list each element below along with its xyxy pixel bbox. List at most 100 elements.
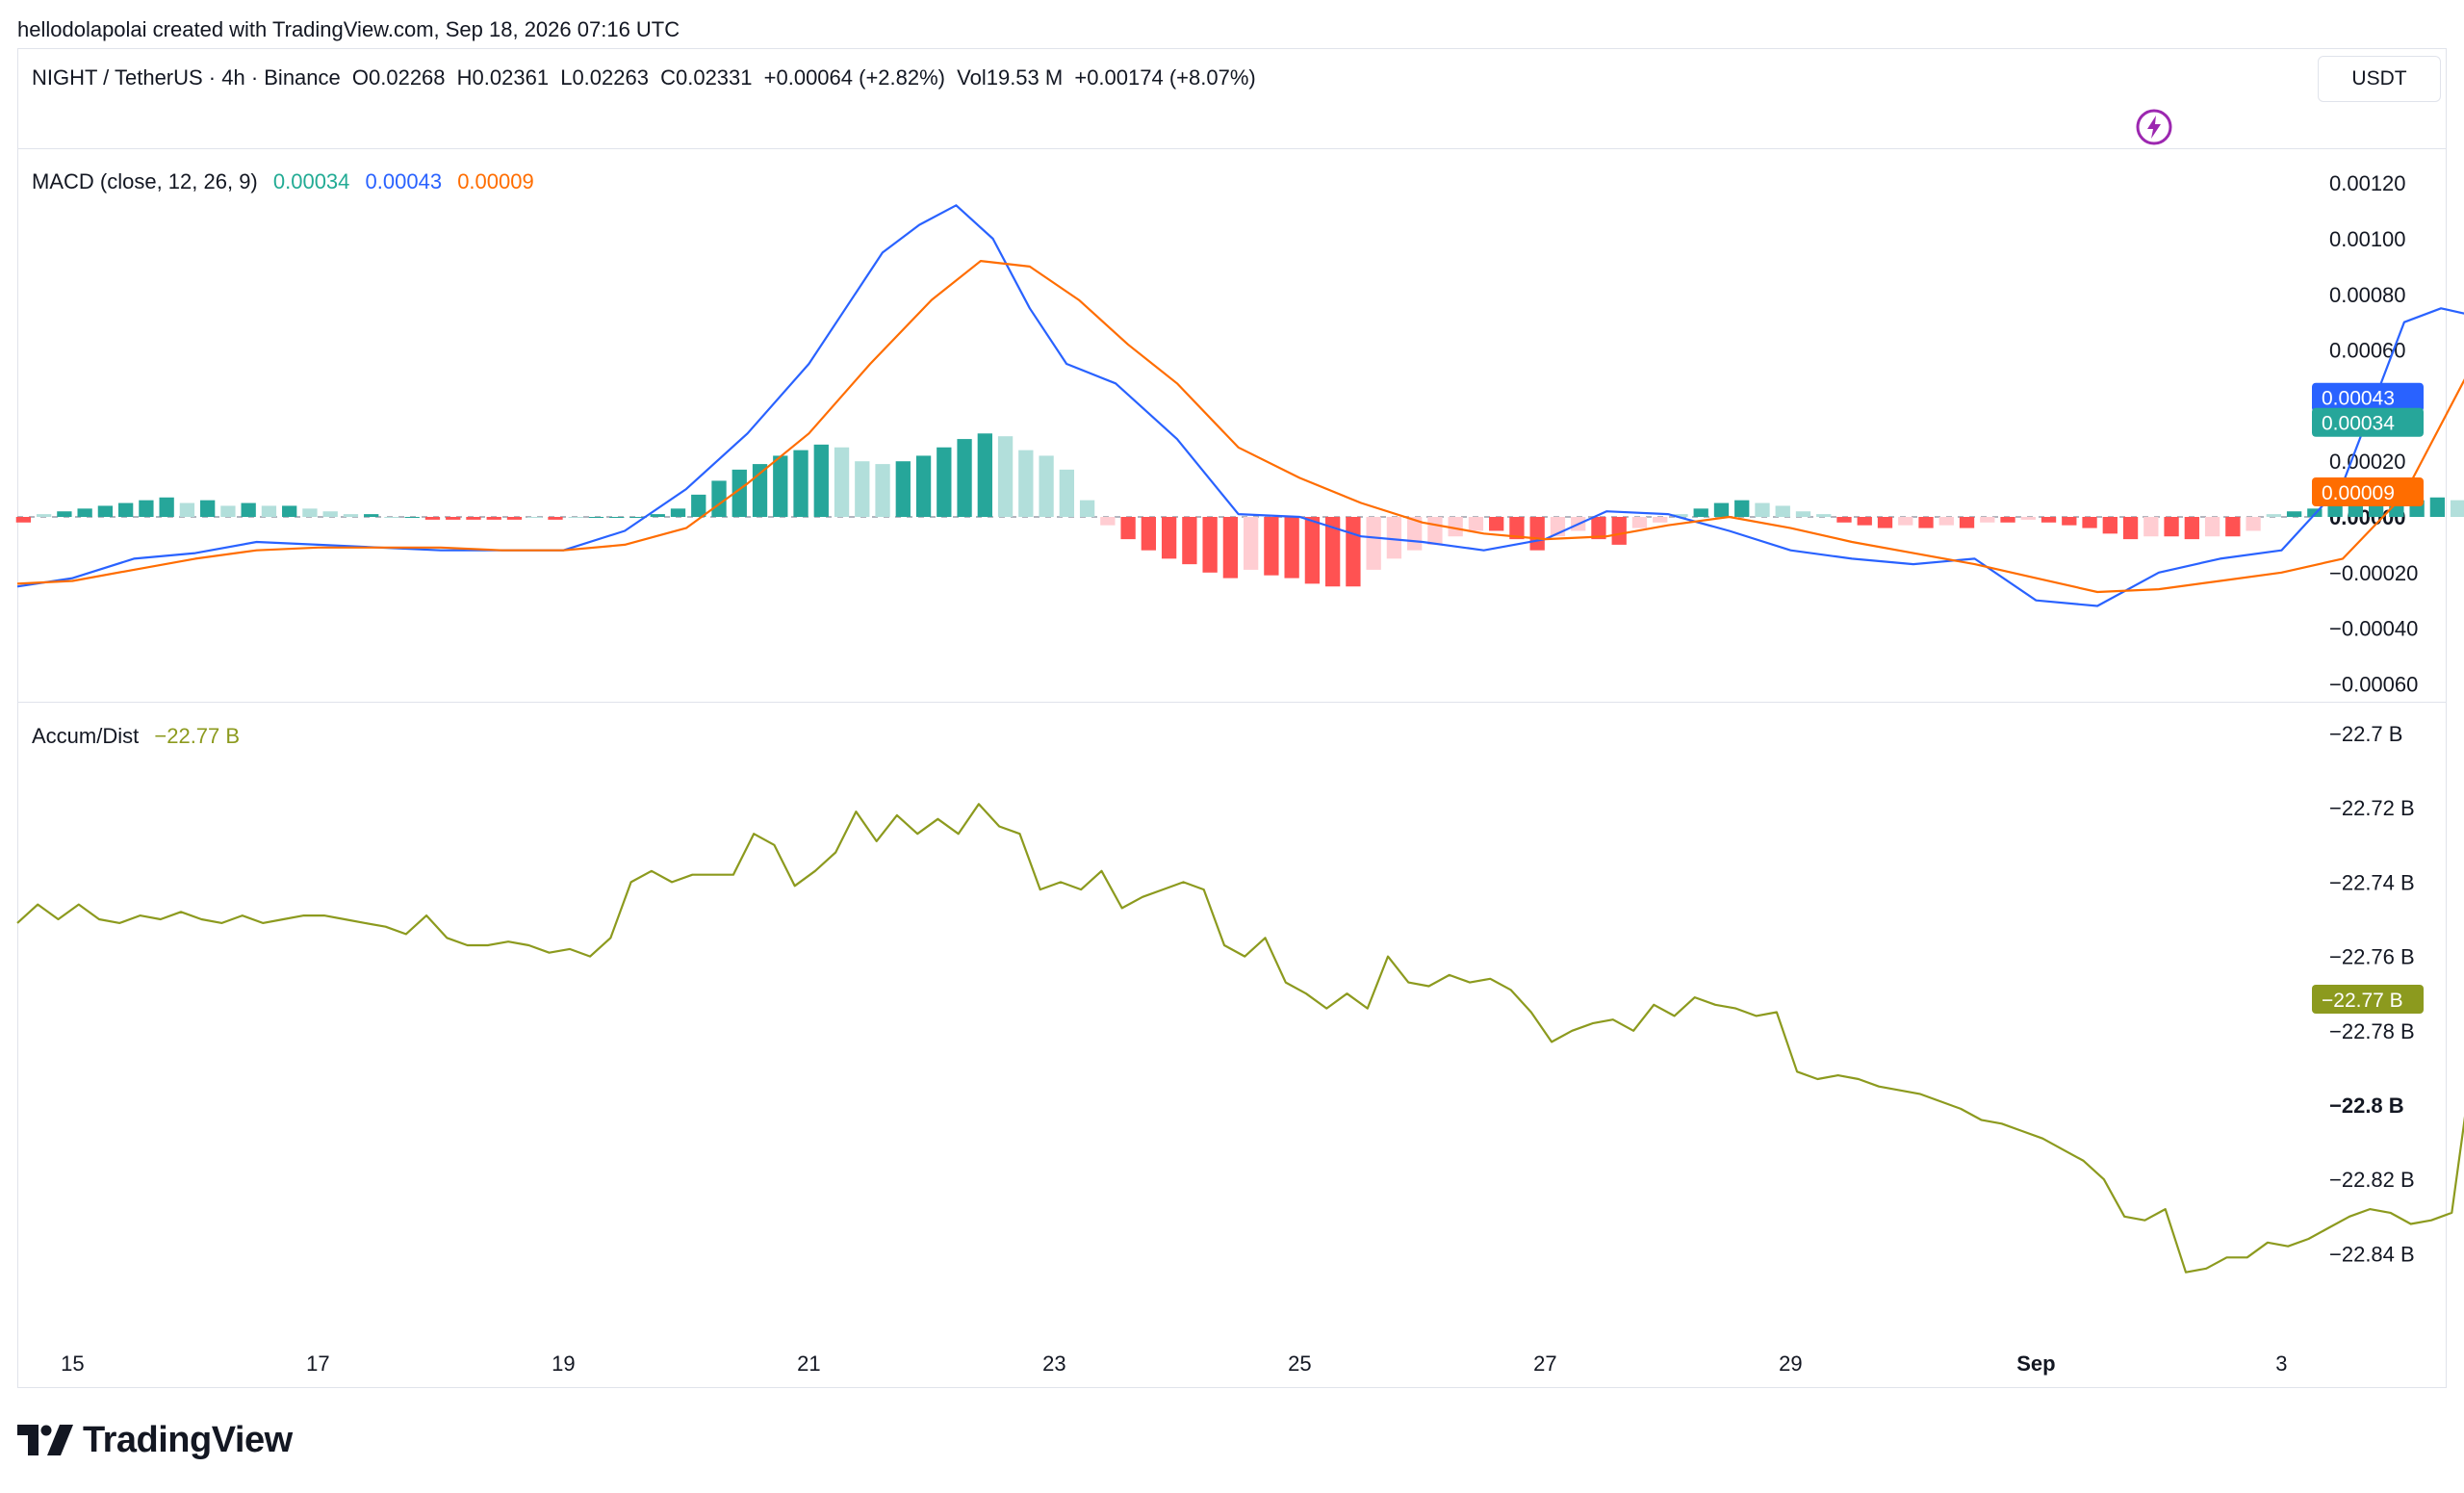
macd-histogram-bar	[773, 455, 788, 517]
macd-histogram-bar	[364, 514, 379, 517]
x-axis-tick-label: 3	[2275, 1351, 2287, 1376]
macd-histogram-bar	[834, 447, 850, 517]
macd-histogram-bar	[2122, 517, 2139, 540]
macd-histogram-bar	[77, 508, 92, 517]
macd-histogram-bar	[1489, 517, 1504, 531]
ad-last-value-label-bg	[2312, 984, 2424, 1014]
macd-histogram-bar	[548, 517, 563, 520]
macd-histogram-bar	[2000, 517, 2015, 523]
macd-histogram-bar	[1959, 517, 1975, 528]
macd-histogram-bar	[855, 461, 870, 517]
macd-histogram-bar	[568, 517, 583, 518]
macd-histogram-bar	[1611, 517, 1627, 545]
macd-histogram-bar	[57, 511, 72, 517]
macd-histogram-bar	[1243, 517, 1259, 570]
volume-change: +0.00174 (+8.07%)	[1074, 65, 1256, 90]
macd-histogram-bar	[1795, 511, 1811, 517]
macd-histogram-bar	[977, 433, 992, 517]
signal-line	[16, 260, 2464, 594]
macd-histogram-bar	[2429, 497, 2446, 517]
macd-histogram-bar	[2225, 517, 2241, 537]
signal-last-value-label-bg	[2312, 476, 2424, 506]
ohlc-high: H0.02361	[456, 65, 550, 90]
macd-histogram-bar	[322, 511, 338, 517]
macd-histogram-bar	[2164, 517, 2179, 537]
tradingview-logo-icon	[17, 1425, 73, 1455]
ohlc-open: O0.02268	[351, 65, 446, 90]
macd-title[interactable]: MACD (close, 12, 26, 9)	[32, 169, 258, 193]
macd-histogram-bar	[1304, 517, 1321, 584]
macd-histogram-bar	[937, 447, 952, 517]
tradingview-logo[interactable]: TradingView	[17, 1417, 293, 1463]
macd-histogram-bar	[424, 517, 441, 520]
header-separator	[17, 148, 2447, 149]
macd-histogram-bar	[343, 514, 359, 517]
macd-y-tick-label: −0.00060	[2329, 672, 2418, 696]
macd-histogram-bar	[527, 517, 543, 518]
macd-histogram-bar	[1202, 517, 1218, 573]
macd-histogram-bar	[1018, 450, 1034, 517]
macd-histogram-bar	[1284, 517, 1299, 579]
macd-histogram-bar	[732, 469, 747, 517]
macd-histogram-bar	[793, 450, 808, 517]
x-axis-tick-label: Sep	[2016, 1351, 2055, 1376]
macd-histogram-bar	[2348, 502, 2364, 517]
macd-histogram-bar	[813, 444, 829, 517]
macd-histogram-bar	[895, 461, 911, 517]
ad-line	[16, 803, 2464, 1274]
macd-histogram-bar	[1100, 517, 1116, 526]
macd-histogram-bar	[466, 517, 481, 520]
volume-value: Vol19.53 M	[957, 65, 1064, 90]
symbol-name[interactable]: NIGHT / TetherUS · 4h · Binance	[32, 65, 341, 90]
lightning-bolt-circle-icon[interactable]	[2135, 108, 2173, 146]
macd-histogram-bar	[1918, 517, 1934, 528]
price-change: +0.00064 (+2.82%)	[763, 65, 946, 90]
macd-histogram-bar	[1631, 517, 1648, 528]
x-axis-tick-label: 23	[1042, 1351, 1065, 1376]
macd-histogram-bar	[2204, 517, 2220, 537]
x-axis-tick-label: 29	[1779, 1351, 1802, 1376]
x-axis-tick-label: 25	[1288, 1351, 1311, 1376]
macd-histogram-bar	[1182, 517, 1197, 565]
macd-histogram-bar	[1980, 517, 1995, 523]
macd-histogram-bar	[220, 505, 236, 517]
macd-histogram-bar	[1059, 469, 1074, 517]
currency-button[interactable]: USDT	[2318, 56, 2441, 102]
macd-histogram-bar	[97, 505, 114, 517]
macd-line-value: 0.00043	[365, 169, 443, 193]
macd-histogram-bar	[1673, 514, 1688, 517]
macd-histogram-bar	[1755, 502, 1770, 517]
macd-histogram-bar	[875, 464, 890, 517]
macd-histogram-bar	[2368, 502, 2384, 517]
macd-histogram-bar	[241, 502, 256, 517]
macd-histogram-bar	[2184, 517, 2199, 540]
macd-histogram-bar	[2040, 517, 2057, 523]
ad-y-tick-label: −22.76 B	[2329, 945, 2415, 969]
macd-histogram-bar	[1427, 517, 1443, 545]
ad-y-tick-label: −22.82 B	[2329, 1168, 2415, 1192]
ad-title[interactable]: Accum/Dist	[32, 724, 140, 748]
macd-hist-value: 0.00034	[272, 169, 350, 193]
macd-histogram-bar	[1161, 517, 1177, 559]
macd-histogram-bar	[957, 439, 972, 517]
macd-y-tick-label: −0.00040	[2329, 617, 2418, 641]
macd-histogram-bar	[1857, 517, 1872, 526]
macd-histogram-bar	[670, 508, 686, 517]
macd-y-tick-label: 0.00080	[2329, 283, 2406, 307]
x-axis-tick-label: 19	[552, 1351, 575, 1376]
macd-histogram-bar	[282, 505, 297, 517]
macd-histogram-bar	[1264, 517, 1279, 576]
macd-histogram-bar	[404, 517, 420, 518]
symbol-header: NIGHT / TetherUS · 4h · Binance O0.02268…	[32, 65, 1262, 90]
macd-histogram-bar	[609, 517, 625, 518]
macd-histogram-bar	[650, 514, 665, 517]
macd-histogram-bar	[139, 500, 154, 517]
ohlc-low: L0.02263	[560, 65, 649, 90]
x-axis-tick-label: 21	[797, 1351, 820, 1376]
macd-histogram-bar	[2102, 517, 2118, 534]
macd-histogram-bar	[2082, 517, 2097, 528]
macd-y-tick-label: 0.00100	[2329, 227, 2406, 251]
macd-histogram-bar	[1591, 517, 1606, 540]
ohlc-close: C0.02331	[660, 65, 753, 90]
